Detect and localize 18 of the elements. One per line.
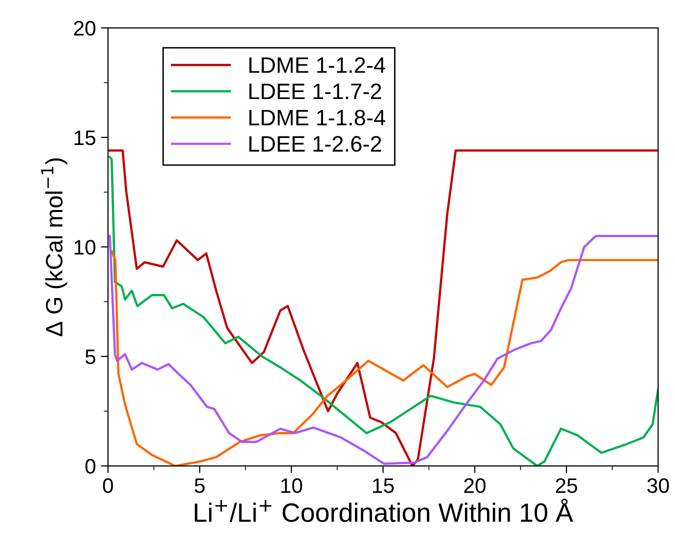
x-tick-label: 30 bbox=[647, 478, 669, 494]
y-tick-label: 5 bbox=[85, 350, 96, 364]
y-tick-label: 10 bbox=[74, 240, 96, 255]
x-tick-label: 25 bbox=[556, 478, 578, 494]
x-tick-label: 15 bbox=[373, 478, 394, 494]
legend-label: LDEE 1-1.7-2 bbox=[249, 84, 382, 100]
legend-label: LDME 1-1.8-4 bbox=[249, 110, 386, 126]
x-tick-label: 0 bbox=[103, 478, 113, 494]
y-tick-label: 0 bbox=[85, 458, 96, 474]
y-tick-label: 20 bbox=[74, 20, 96, 36]
legend-label: LDEE 1-2.6-2 bbox=[249, 136, 382, 152]
y-axis-title: Δ G (kCal mol$^{−1}$) bbox=[41, 158, 68, 336]
x-tick-label: 20 bbox=[464, 478, 486, 494]
y-tick-label: 15 bbox=[74, 130, 96, 146]
x-tick-label: 5 bbox=[194, 478, 205, 494]
x-axis-title: Li$^{+}$/Li$^{+}$ Coordination Within 10 Å bbox=[194, 498, 574, 522]
legend-label: LDME 1-1.2-4 bbox=[249, 57, 386, 73]
x-tick-label: 10 bbox=[281, 478, 302, 494]
